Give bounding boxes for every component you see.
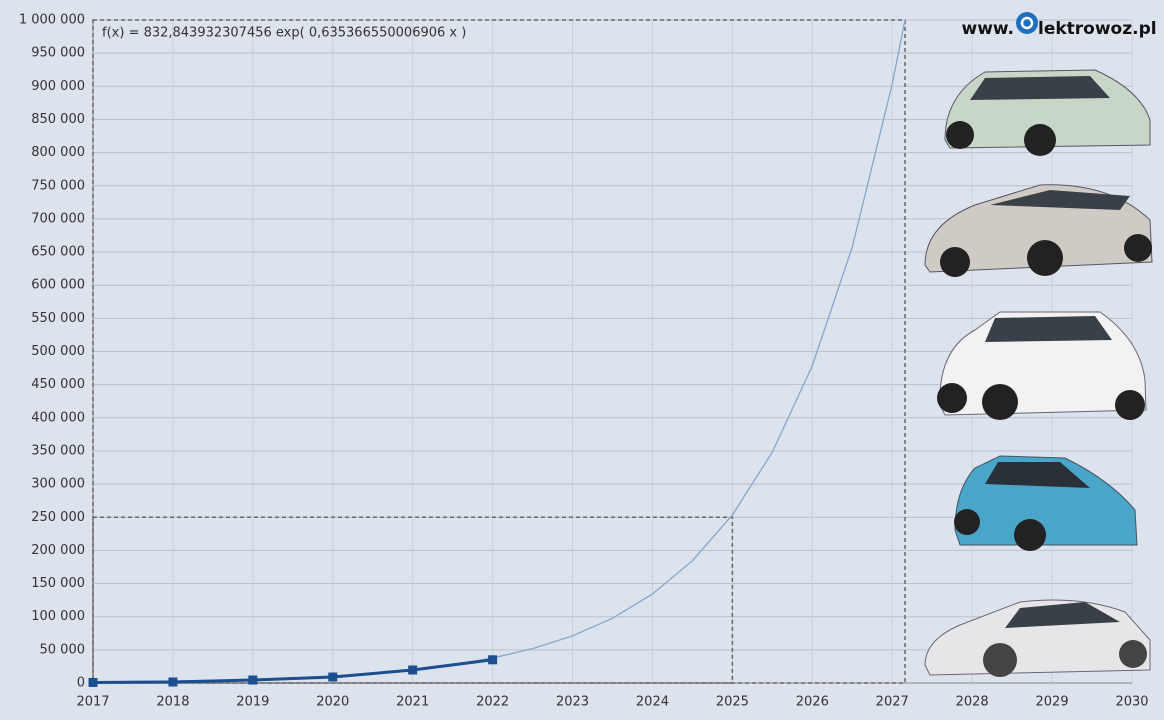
x-tick-label: 2019	[236, 695, 269, 710]
y-tick-label: 950 000	[31, 46, 85, 61]
y-tick-label: 0	[77, 676, 85, 691]
y-tick-label: 800 000	[31, 145, 85, 160]
y-tick-label: 900 000	[31, 79, 85, 94]
x-tick-label: 2024	[636, 695, 669, 710]
y-tick-label: 550 000	[31, 311, 85, 326]
y-tick-label: 150 000	[31, 576, 85, 591]
formula-annotation: f(x) = 832,843932307456 exp( 0,635366550…	[102, 26, 466, 41]
x-tick-label: 2017	[76, 695, 109, 710]
x-tick-label: 2022	[476, 695, 509, 710]
x-tick-label: 2026	[796, 695, 829, 710]
data-point	[328, 672, 338, 682]
x-tick-label: 2029	[1036, 695, 1069, 710]
car-3	[937, 311, 1147, 420]
y-tick-label: 400 000	[31, 410, 85, 425]
y-tick-label: 1 000 000	[19, 13, 85, 28]
y-tick-label: 850 000	[31, 112, 85, 127]
y-tick-label: 700 000	[31, 211, 85, 226]
car-4	[954, 455, 1138, 551]
y-tick-label: 650 000	[31, 245, 85, 260]
data-point	[88, 677, 98, 687]
x-tick-label: 2023	[556, 695, 589, 710]
y-tick-label: 100 000	[31, 609, 85, 624]
data-point	[408, 665, 418, 675]
y-tick-label: 600 000	[31, 278, 85, 293]
data-point	[168, 677, 178, 687]
y-tick-label: 300 000	[31, 477, 85, 492]
watermark-prefix: www.	[962, 19, 1015, 39]
logo-icon	[1016, 12, 1038, 34]
y-tick-label: 350 000	[31, 443, 85, 458]
logo-icon-inner	[1020, 16, 1034, 30]
x-tick-label: 2018	[156, 695, 189, 710]
x-tick-label: 2028	[956, 695, 989, 710]
data-line	[92, 658, 493, 684]
y-tick-label: 200 000	[31, 543, 85, 558]
x-tick-label: 2030	[1115, 695, 1148, 710]
y-tick-label: 50 000	[40, 642, 86, 657]
x-tick-label: 2021	[396, 695, 429, 710]
x-tick-label: 2025	[716, 695, 749, 710]
x-tick-label: 2027	[876, 695, 909, 710]
car-images	[924, 69, 1153, 677]
y-tick-label: 500 000	[31, 344, 85, 359]
car-1	[944, 69, 1151, 156]
y-tick-label: 750 000	[31, 178, 85, 193]
data-point	[488, 655, 498, 665]
car-2	[924, 184, 1153, 277]
data-point	[248, 675, 258, 685]
watermark: www. lektrowoz.pl	[962, 12, 1157, 39]
y-tick-label: 450 000	[31, 377, 85, 392]
car-5	[924, 599, 1151, 677]
guide-box	[92, 19, 906, 684]
y-tick-label: 250 000	[31, 510, 85, 525]
x-tick-label: 2020	[316, 695, 349, 710]
plot	[88, 19, 906, 687]
watermark-suffix: lektrowoz.pl	[1038, 19, 1157, 39]
